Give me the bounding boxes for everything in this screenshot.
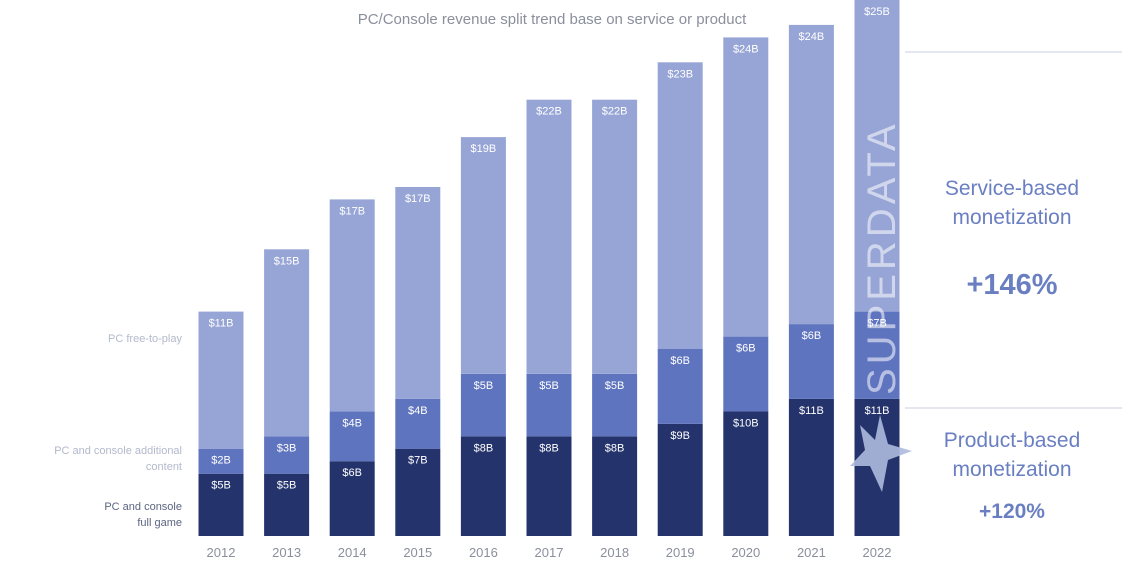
x-tick-label-2019: 2019 [666,545,695,560]
bar-2014-series-2 [329,199,375,412]
bar-2015-series-0 [395,448,441,536]
data-label-2021-series-1: $6B [802,330,822,342]
data-label-2013-series-0: $5B [277,480,297,492]
x-tick-label-2021: 2021 [797,545,826,560]
data-label-2019-series-0: $9B [670,430,690,442]
data-label-2020-series-0: $10B [733,417,759,429]
star-icon [850,415,912,492]
watermark-text: SUPERDATA [860,120,904,395]
bar-2014-series-0 [329,461,375,536]
bar-2017-series-2 [526,99,572,374]
data-label-2020-series-1: $6B [736,343,756,355]
x-tick-label-2018: 2018 [600,545,629,560]
bar-2020-series-2 [723,37,769,337]
data-label-2015-series-1: $4B [408,405,428,417]
service-change: +146% [966,269,1057,301]
bar-2019-series-1 [657,349,703,424]
x-tick-label-2014: 2014 [338,545,367,560]
bar-2012-series-1 [198,448,244,474]
bar-2020-series-1 [723,336,769,412]
bar-2015-series-1 [395,398,441,449]
bar-2012-series-2 [198,311,244,449]
service-label-line1: Service-based [945,177,1079,200]
watermark: SUPERDATA [850,120,912,492]
data-label-2013-series-1: $3B [277,442,297,454]
bars-layer: $5B $2B $11B 2012 $5B $3B $15B 2013 $6B $4B $17B 20… [198,0,900,560]
chart-title: PC/Console revenue split trend base on s… [358,11,747,28]
data-label-2017-series-1: $5B [539,380,559,392]
bar-2020-series-0 [723,411,769,536]
legend-entry-series-0: PC and console full game [104,501,182,529]
legend-entry-series-1: PC and console additional content [54,445,182,473]
service-label-line2: monetization [952,206,1071,229]
bar-2017-series-1 [526,374,572,437]
data-label-2014-series-2: $17B [339,205,365,217]
bar-2019-series-2 [657,62,703,350]
x-tick-label-2012: 2012 [207,545,236,560]
monetization-annotations: Service-based monetization +146% Product… [905,51,1122,523]
bar-2022-series-1 [854,311,900,399]
x-tick-label-2013: 2013 [272,545,301,560]
data-label-2012-series-1: $2B [211,455,231,467]
bar-2016-series-1 [460,374,506,437]
data-label-2014-series-1: $4B [342,417,362,429]
product-label-line1: Product-based [944,429,1081,452]
data-label-2012-series-0: $5B [211,480,231,492]
bar-2022-series-2 [854,0,900,312]
legend: PC and console full game PC and console ad… [54,333,182,529]
data-label-2020-series-2: $24B [733,43,759,55]
x-tick-label-2016: 2016 [469,545,498,560]
bar-2016-series-2 [460,137,506,374]
data-label-2015-series-0: $7B [408,455,428,467]
x-tick-label-2017: 2017 [535,545,564,560]
bar-2013-series-2 [264,249,310,437]
bar-2013-series-1 [264,436,310,474]
bar-2021-series-1 [788,324,834,399]
data-label-2019-series-2: $23B [667,68,693,80]
data-label-2014-series-0: $6B [342,467,362,479]
data-label-2015-series-2: $17B [405,193,431,205]
bar-2017-series-0 [526,436,572,536]
data-label-2018-series-1: $5B [605,380,625,392]
data-label-2017-series-0: $8B [539,442,559,454]
x-tick-label-2020: 2020 [731,545,760,560]
data-label-2021-series-2: $24B [799,31,825,43]
x-tick-label-2015: 2015 [403,545,432,560]
product-label-line2: monetization [952,458,1071,481]
legend-entry-series-2: PC free-to-play [108,333,182,345]
bar-2016-series-0 [460,436,506,536]
data-label-2022-series-2: $25B [864,6,890,18]
bar-2021-series-0 [788,398,834,536]
bar-2018-series-1 [592,374,638,437]
data-label-2016-series-0: $8B [474,442,494,454]
data-label-2016-series-1: $5B [474,380,494,392]
bar-2021-series-2 [788,24,834,325]
data-label-2018-series-0: $8B [605,442,625,454]
bar-2013-series-0 [264,473,310,536]
bar-2012-series-0 [198,473,244,536]
data-label-2012-series-2: $11B [209,318,234,330]
x-tick-label-2022: 2022 [863,545,892,560]
product-change: +120% [979,500,1045,523]
bar-2018-series-2 [592,99,638,374]
data-label-2022-series-0: $11B [865,405,890,417]
data-label-2021-series-0: $11B [799,405,824,417]
data-label-2019-series-1: $6B [670,355,690,367]
bar-2018-series-0 [592,436,638,536]
data-label-2018-series-2: $22B [602,106,628,118]
bar-2014-series-1 [329,411,375,462]
data-label-2016-series-2: $19B [471,143,497,155]
data-label-2022-series-1: $7B [867,318,887,330]
bar-2015-series-2 [395,187,441,399]
data-label-2017-series-2: $22B [536,106,562,118]
data-label-2013-series-2: $15B [274,255,300,267]
bar-2019-series-0 [657,423,703,536]
